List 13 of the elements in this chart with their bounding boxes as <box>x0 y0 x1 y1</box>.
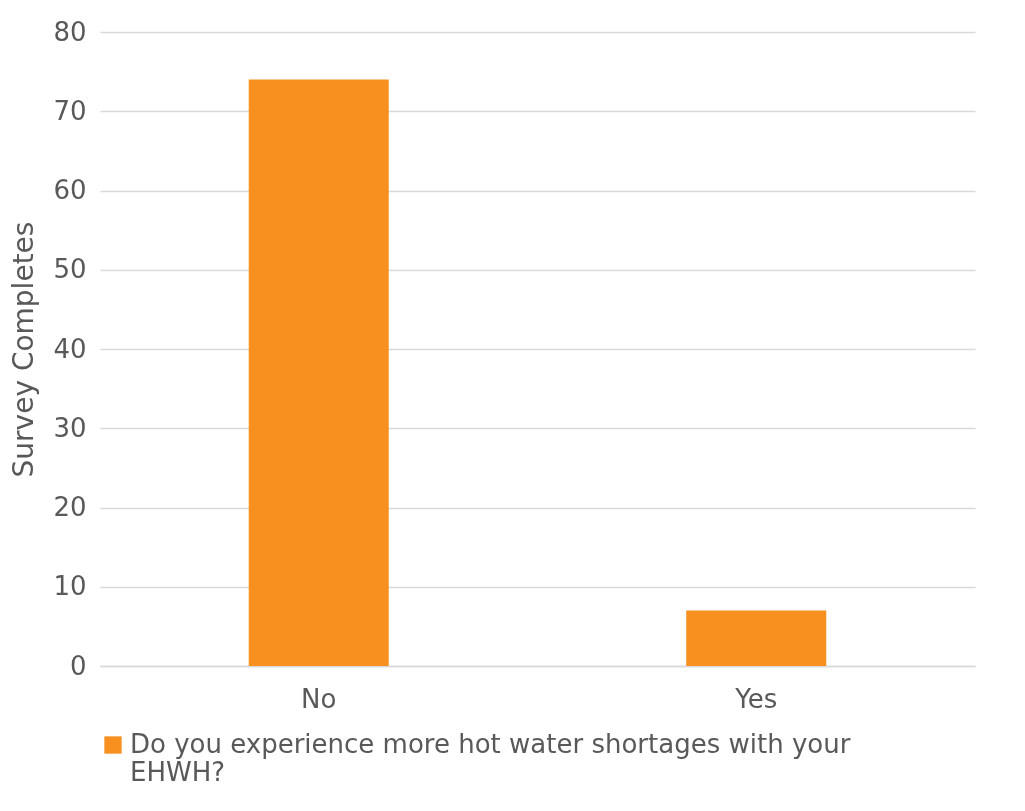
y-tick-label: 40 <box>53 333 87 364</box>
y-tick-label: 50 <box>53 254 87 285</box>
y-tick-label: 0 <box>69 650 87 681</box>
y-tick-label: 10 <box>53 571 87 602</box>
y-tick-label: 20 <box>53 492 87 522</box>
x-tick-label: Yes <box>734 683 778 714</box>
y-tick-label: 80 <box>53 16 87 47</box>
y-axis-title: Survey Completes <box>7 221 41 478</box>
legend-label: Do you experience more hot water shortages with your EHWH? <box>130 729 851 787</box>
y-tick-label: 60 <box>53 175 87 205</box>
y-tick-label: 30 <box>53 412 87 443</box>
x-tick-label: No <box>301 683 337 714</box>
y-tick-label: 70 <box>53 95 87 126</box>
